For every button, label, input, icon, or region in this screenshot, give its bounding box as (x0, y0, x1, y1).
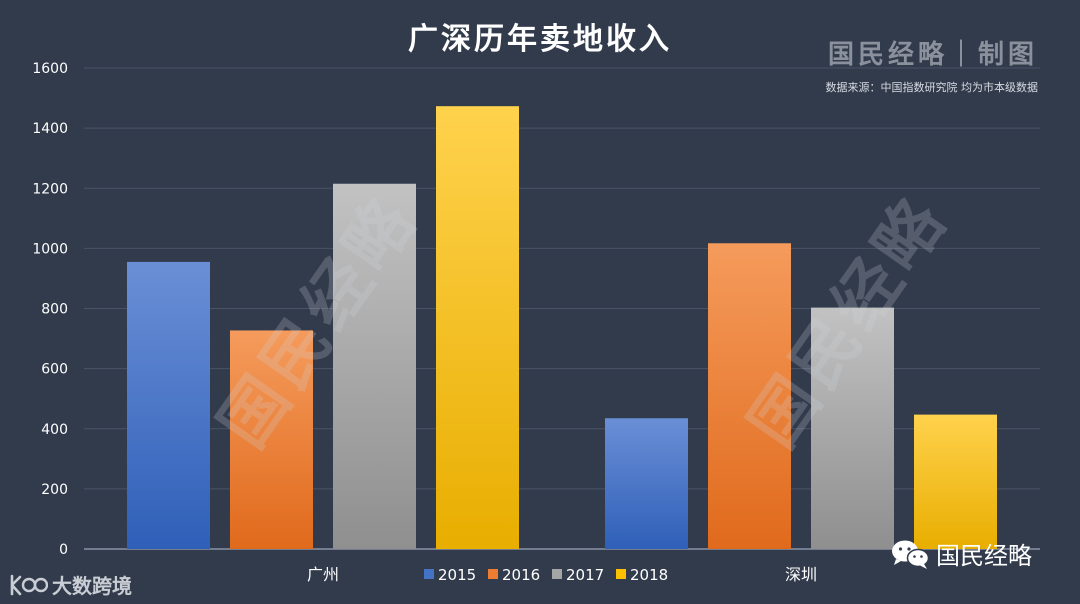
bar-2016-0 (230, 330, 313, 549)
y-tick-label: 1200 (32, 181, 68, 197)
y-tick-label: 1000 (32, 241, 68, 257)
bar-2018-1 (914, 414, 997, 549)
bar-2015-1 (605, 418, 688, 549)
bar-2017-0 (333, 183, 416, 549)
legend-swatch-2015 (424, 569, 434, 579)
bar-2017-1 (811, 307, 894, 549)
brand-logo-icon (10, 574, 48, 595)
legend-label-2015: 2015 (438, 566, 476, 584)
x-category-label: 广州 (307, 565, 339, 584)
chart-title: 广深历年卖地收入 (408, 22, 672, 57)
legend-swatch-2017 (552, 569, 562, 579)
y-tick-label: 200 (41, 482, 68, 498)
legend-label-2018: 2018 (630, 566, 668, 584)
wechat-icon (892, 540, 930, 569)
legend-swatch-2016 (488, 569, 498, 579)
wechat-account: 国民经略 (890, 536, 1032, 571)
y-tick-label: 800 (41, 302, 68, 318)
x-category-label: 深圳 (785, 565, 817, 584)
bar-2018-0 (436, 106, 519, 549)
bottom-logo-text: 大数跨境 (52, 574, 132, 598)
legend-label-2017: 2017 (566, 566, 604, 584)
legend-swatch-2018 (616, 569, 626, 579)
bottom-logo: 大数跨境 (8, 570, 132, 599)
brand-seal: 国民经略｜制图 (827, 40, 1038, 70)
legend-label-2016: 2016 (502, 566, 540, 584)
bar-2015-0 (127, 261, 210, 549)
y-tick-label: 1400 (32, 121, 68, 137)
source-note: 数据来源：中国指数研究院 均为市本级数据 (825, 81, 1039, 94)
y-tick-label: 400 (41, 422, 68, 438)
bar-2016-1 (708, 243, 791, 549)
y-tick-label: 1600 (32, 61, 68, 77)
y-tick-label: 0 (59, 542, 68, 558)
y-tick-label: 600 (41, 362, 68, 378)
wechat-label: 国民经略 (936, 542, 1032, 570)
